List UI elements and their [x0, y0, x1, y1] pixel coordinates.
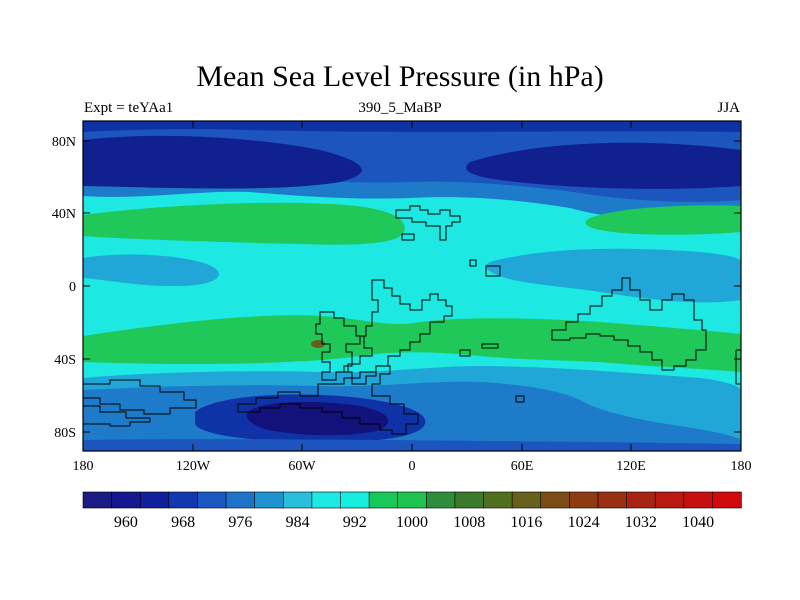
pressure-high-south — [83, 315, 741, 372]
colorbar-label: 976 — [228, 514, 252, 531]
colorbar-swatch — [197, 491, 227, 509]
colorbar-swatch — [425, 491, 456, 509]
coastline-island-south — [515, 395, 525, 403]
colorbar-swatch — [82, 491, 113, 509]
chart-title: Mean Sea Level Pressure (in hPa) — [196, 60, 604, 93]
colorbar-swatch — [712, 491, 742, 509]
x-tick-label: 180 — [73, 459, 94, 474]
coastline-south-west — [83, 379, 197, 415]
x-tick-label: 180 — [731, 459, 752, 474]
colorbar — [82, 491, 742, 509]
x-tick-label: 120W — [176, 459, 211, 474]
pressure-low-north — [83, 135, 362, 189]
coastline-antarctic-central — [237, 365, 419, 435]
pressure-band-tropics-east — [485, 248, 741, 303]
pressure-band-tropics-west — [83, 254, 219, 287]
x-tick-label: 0 — [409, 459, 416, 474]
colorbar-swatch — [511, 491, 542, 509]
colorbar-swatch — [626, 491, 656, 509]
colorbar-label: 968 — [171, 514, 195, 531]
coastline-south-west-2 — [83, 405, 151, 427]
colorbar-swatch — [311, 491, 342, 509]
colorbar-swatch — [397, 491, 428, 509]
colorbar-label: 1024 — [568, 514, 600, 531]
colorbar-swatch — [168, 491, 199, 509]
season-label: JJA — [717, 100, 740, 116]
coastline-north-island — [401, 233, 415, 241]
pressure-high-north-pacific — [585, 205, 741, 235]
colorbar-swatch — [139, 491, 170, 509]
x-axis-labels: 180 120W 60W 0 60E 120E 180 — [73, 459, 752, 474]
colorbar-label: 1008 — [453, 514, 485, 531]
pressure-high-north-atlantic — [83, 202, 405, 245]
colorbar-swatch — [569, 491, 599, 509]
y-axis-labels: 80N 40N 0 40S 80S — [52, 135, 76, 441]
x-axis-ticks — [82, 121, 742, 451]
y-tick-label: 40S — [54, 353, 76, 368]
coastline-island-small — [469, 259, 477, 267]
experiment-label: Expt = teYAa1 — [84, 100, 174, 116]
colorbar-swatch — [282, 491, 313, 509]
period-label: 390_5_MaBP — [358, 100, 442, 116]
colorbar-swatch — [111, 491, 141, 509]
coastline-east-a — [459, 349, 471, 357]
colorbar-label: 960 — [114, 514, 138, 531]
y-tick-label: 80N — [52, 135, 76, 150]
colorbar-label: 1016 — [510, 514, 542, 531]
colorbar-swatch — [368, 491, 399, 509]
colorbar-swatch — [540, 491, 571, 509]
colorbar-swatch — [683, 491, 714, 509]
coastline-australia — [551, 277, 707, 371]
x-tick-label: 120E — [616, 459, 646, 474]
pressure-map — [82, 120, 742, 452]
colorbar-swatch — [654, 491, 685, 509]
y-tick-label: 80S — [54, 426, 76, 441]
colorbar-swatch — [225, 491, 256, 509]
coastline-mid-east — [481, 343, 499, 349]
x-tick-label: 60W — [288, 459, 316, 474]
y-axis-ticks — [83, 140, 741, 433]
colorbar-swatch — [340, 491, 370, 509]
coastline-east-edge — [735, 349, 741, 385]
coastline-south-america — [315, 311, 373, 381]
colorbar-swatch — [483, 491, 513, 509]
y-tick-label: 0 — [69, 280, 76, 295]
colorbar-label: 1032 — [625, 514, 657, 531]
pressure-low-north-east — [466, 142, 741, 189]
colorbar-label: 1000 — [396, 514, 428, 531]
colorbar-label: 984 — [286, 514, 310, 531]
x-tick-label: 60E — [511, 459, 534, 474]
colorbar-label: 992 — [343, 514, 367, 531]
coastline-north — [395, 205, 461, 241]
colorbar-labels: 960 968 976 984 992 1000 1008 1016 1024 1032 1040 — [114, 514, 714, 531]
colorbar-label: 1040 — [682, 514, 714, 531]
y-tick-label: 40N — [52, 207, 76, 222]
colorbar-swatch — [454, 491, 485, 509]
coastlines — [83, 205, 741, 435]
colorbar-swatch — [254, 491, 284, 509]
coastline-island-east — [485, 265, 501, 277]
colorbar-swatch — [597, 491, 628, 509]
pressure-low-south-core — [246, 401, 389, 436]
